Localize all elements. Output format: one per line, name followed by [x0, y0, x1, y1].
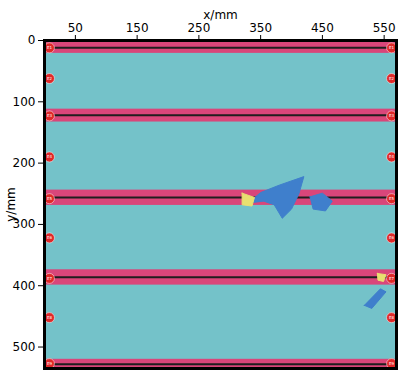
svg-text:E9: E9 [47, 361, 53, 366]
svg-text:400: 400 [13, 279, 36, 293]
svg-text:100: 100 [13, 95, 36, 109]
svg-text:50: 50 [68, 21, 83, 35]
svg-text:150: 150 [126, 21, 149, 35]
svg-text:y/mm: y/mm [4, 187, 18, 222]
svg-text:550: 550 [373, 21, 396, 35]
svg-text:x/mm: x/mm [203, 8, 238, 22]
svg-text:E8: E8 [389, 315, 395, 320]
svg-text:E1: E1 [389, 45, 395, 50]
svg-text:E2: E2 [389, 76, 395, 81]
svg-text:250: 250 [187, 21, 210, 35]
svg-text:E4: E4 [389, 154, 395, 159]
svg-text:200: 200 [13, 156, 36, 170]
svg-text:300: 300 [12, 217, 36, 232]
svg-text:E4: E4 [47, 154, 53, 159]
svg-text:E8: E8 [47, 315, 53, 320]
svg-text:E6: E6 [47, 235, 53, 240]
svg-text:350: 350 [249, 21, 272, 35]
svg-text:0: 0 [28, 33, 36, 47]
svg-text:E5: E5 [47, 196, 53, 201]
svg-text:E6: E6 [389, 235, 395, 240]
svg-text:E9: E9 [389, 361, 395, 366]
svg-text:E3: E3 [389, 113, 395, 118]
svg-text:E7: E7 [47, 276, 53, 281]
svg-text:E1: E1 [47, 45, 53, 50]
svg-text:E2: E2 [47, 76, 53, 81]
svg-text:E7: E7 [389, 276, 395, 281]
svg-text:500: 500 [13, 340, 36, 354]
svg-text:450: 450 [311, 21, 334, 35]
svg-text:E3: E3 [47, 113, 53, 118]
svg-text:E5: E5 [389, 196, 395, 201]
